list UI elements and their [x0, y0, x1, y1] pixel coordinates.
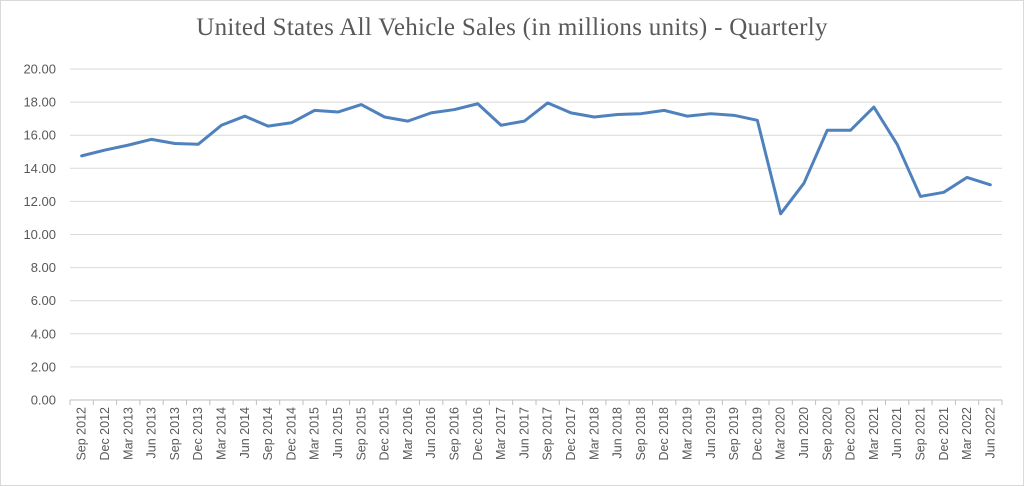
y-tick-label: 0.00 — [31, 393, 56, 408]
y-tick-label: 6.00 — [31, 293, 56, 308]
x-tick-label: Jun 2017 — [517, 407, 531, 458]
x-axis-ticks: Sep 2012 Dec 2012 Mar 2013 Jun 2013 Sep 2013… — [75, 407, 998, 461]
y-tick-label: 8.00 — [31, 260, 56, 275]
x-tick-label: Mar 2015 — [308, 407, 322, 460]
x-tick-label: Mar 2014 — [214, 407, 228, 460]
x-tick-label: Dec 2016 — [471, 407, 485, 461]
x-tick-label: Mar 2019 — [680, 407, 694, 460]
series-line — [80, 101, 992, 216]
x-tick-label: Jun 2016 — [424, 407, 438, 458]
x-tick-label: Dec 2018 — [657, 407, 671, 461]
x-tick-label: Mar 2022 — [960, 407, 974, 460]
x-tick-label: Dec 2017 — [564, 407, 578, 461]
x-tick-label: Mar 2018 — [587, 407, 601, 460]
x-tick-label: Jun 2021 — [890, 407, 904, 458]
x-tick-label: Mar 2013 — [121, 407, 135, 460]
x-tick-label: Sep 2018 — [634, 407, 648, 461]
x-tick-label: Mar 2017 — [494, 407, 508, 460]
x-tick-label: Sep 2019 — [727, 407, 741, 461]
x-axis — [69, 399, 1003, 405]
x-tick-label: Sep 2012 — [75, 407, 89, 461]
x-tick-label: Dec 2021 — [937, 407, 951, 461]
gridlines — [70, 68, 1002, 368]
y-tick-label: 2.00 — [31, 359, 56, 374]
x-tick-label: Sep 2020 — [820, 407, 834, 461]
x-tick-label: Dec 2013 — [191, 407, 205, 461]
x-tick-label: Jun 2013 — [145, 407, 159, 458]
x-tick-label: Jun 2014 — [238, 407, 252, 458]
x-tick-label: Dec 2014 — [284, 407, 298, 461]
x-tick-label: Dec 2019 — [750, 407, 764, 461]
x-tick-label: Dec 2015 — [378, 407, 392, 461]
x-tick-label: Jun 2019 — [704, 407, 718, 458]
x-tick-label: Sep 2015 — [354, 407, 368, 461]
x-tick-label: Jun 2022 — [983, 407, 997, 458]
y-tick-label: 12.00 — [23, 194, 56, 209]
chart-title: United States All Vehicle Sales (in mill… — [196, 14, 828, 41]
x-tick-label: Mar 2020 — [774, 407, 788, 460]
x-tick-label: Jun 2015 — [331, 407, 345, 458]
x-tick-label: Dec 2020 — [844, 407, 858, 461]
x-tick-label: Sep 2013 — [168, 407, 182, 461]
x-tick-label: Mar 2016 — [401, 407, 415, 460]
y-tick-label: 16.00 — [23, 128, 56, 143]
x-tick-label: Sep 2017 — [541, 407, 555, 461]
y-tick-label: 18.00 — [23, 95, 56, 110]
x-tick-label: Dec 2012 — [98, 407, 112, 461]
y-tick-label: 14.00 — [23, 161, 56, 176]
x-tick-label: Jun 2020 — [797, 407, 811, 458]
x-tick-label: Sep 2014 — [261, 407, 275, 461]
y-tick-label: 4.00 — [31, 326, 56, 341]
y-tick-label: 20.00 — [23, 62, 56, 77]
x-tick-label: Mar 2021 — [867, 407, 881, 460]
x-tick-label: Jun 2018 — [611, 407, 625, 458]
y-tick-label: 10.00 — [23, 227, 56, 242]
x-tick-label: Sep 2016 — [447, 407, 461, 461]
x-tick-label: Sep 2021 — [913, 407, 927, 461]
y-axis-ticks: 0.00 2.00 4.00 6.00 8.00 10.00 12.00 14.00 16.00… — [23, 62, 56, 408]
series-layer — [80, 101, 992, 216]
